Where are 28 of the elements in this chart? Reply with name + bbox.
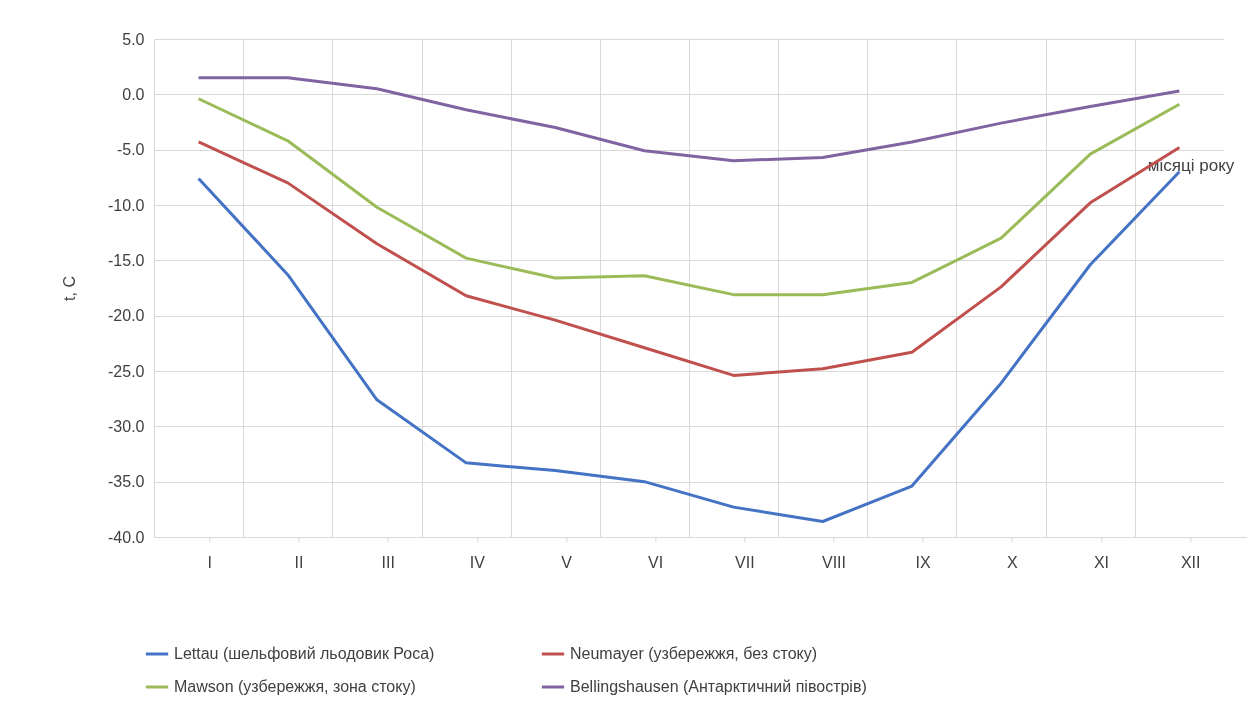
y-tick-label: -15.0 <box>108 251 145 269</box>
legend-label: Neumayer (узбережжя, без стоку) <box>570 645 818 662</box>
legend-label: Lettau (шельфовий льодовик Роса) <box>174 645 435 662</box>
y-tick-label: -10.0 <box>108 196 145 214</box>
y-tick-label: -5.0 <box>116 141 145 159</box>
x-tick-label: IX <box>915 553 932 571</box>
x-tick-label: X <box>1007 553 1018 571</box>
x-axis-title: місяці року <box>1147 155 1235 175</box>
x-tick-label: VIII <box>821 553 847 571</box>
legend-label: Bellingshausen (Антарктичний півострів) <box>570 678 867 695</box>
x-tick-label: III <box>381 553 395 571</box>
y-tick-label: -30.0 <box>108 417 145 435</box>
y-tick-label: 5.0 <box>122 30 145 48</box>
x-tick-label: I <box>207 553 213 571</box>
y-tick-label: -25.0 <box>108 362 145 380</box>
y-tick-label: -35.0 <box>108 473 145 491</box>
x-tick-label: VII <box>735 553 755 571</box>
legend-label: Mawson (узбережжя, зона стоку) <box>174 678 416 695</box>
x-tick-label: XII <box>1180 553 1201 571</box>
y-axis-title: t, C <box>61 276 79 301</box>
y-tick-label: 0.0 <box>122 85 145 103</box>
x-tick-label: VI <box>648 553 664 571</box>
y-tick-label: -20.0 <box>108 307 145 325</box>
x-tick-label: XI <box>1093 553 1110 571</box>
y-tick-label: -40.0 <box>108 528 145 546</box>
x-tick-label: II <box>294 553 304 571</box>
x-tick-label: V <box>561 553 573 571</box>
x-tick-label: IV <box>469 553 486 571</box>
